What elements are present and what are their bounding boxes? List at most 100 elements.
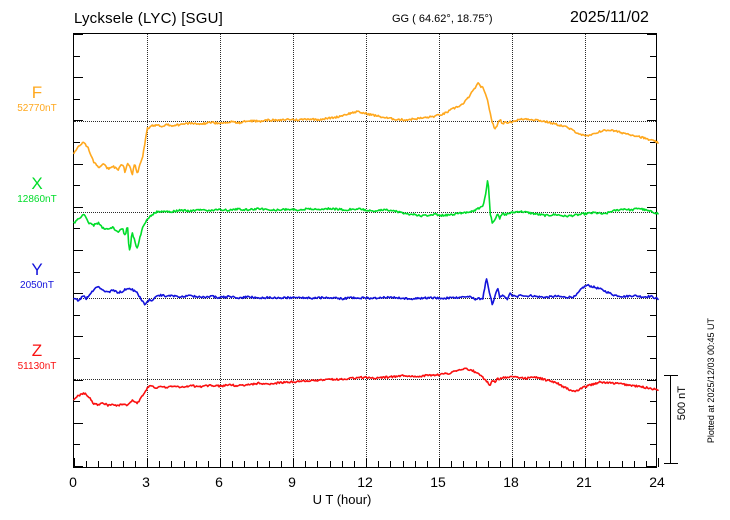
x-tick-label-15: 15 [430, 474, 446, 490]
x-tick-label-3: 3 [142, 474, 150, 490]
trace-label-f: F 52770nT [2, 84, 72, 115]
y-tick [650, 314, 656, 316]
y-tick [74, 228, 80, 230]
y-tick [650, 185, 656, 187]
x-tick-label-12: 12 [357, 474, 373, 490]
y-tick [647, 77, 656, 79]
x-tick [621, 461, 623, 467]
y-tick [74, 142, 80, 143]
x-tick [475, 461, 477, 467]
trace-baseline-value-x: 12860nT [17, 194, 57, 205]
x-tick-label-21: 21 [576, 474, 592, 490]
y-tick [74, 120, 83, 122]
y-tick [647, 206, 656, 208]
y-tick [650, 98, 656, 100]
y-tick [74, 185, 80, 187]
trace-curve-y [73, 278, 659, 306]
gridline-hour-6 [220, 34, 221, 467]
x-tick [390, 461, 392, 467]
x-tick [402, 461, 404, 467]
trace-component-x: X [31, 174, 43, 193]
x-tick [110, 461, 112, 467]
y-tick [647, 34, 656, 35]
x-tick [463, 461, 465, 467]
trace-label-y: Y 2050nT [2, 261, 72, 292]
baseline-z [74, 379, 656, 380]
x-tick [232, 461, 234, 467]
baseline-f [74, 121, 656, 122]
trace-label-x: X 12860nT [2, 175, 72, 206]
y-tick [647, 163, 656, 165]
trace-baseline-value-z: 51130nT [17, 361, 57, 372]
x-tick [451, 461, 453, 467]
x-tick [597, 461, 599, 467]
y-tick [650, 142, 656, 143]
y-tick [74, 466, 83, 467]
trace-component-f: F [31, 83, 43, 102]
y-tick [647, 379, 656, 381]
y-tick [650, 228, 656, 230]
gridline-hour-18 [512, 34, 513, 467]
y-tick [74, 163, 83, 165]
x-tick [487, 461, 489, 467]
x-tick [280, 461, 282, 467]
x-tick-label-6: 6 [215, 474, 223, 490]
x-tick [585, 458, 586, 467]
x-tick [572, 461, 574, 467]
trace-component-y: Y [31, 260, 43, 279]
y-tick [74, 444, 80, 446]
x-tick [159, 461, 161, 467]
x-tick [74, 458, 75, 467]
gridline-hour-15 [439, 34, 440, 467]
x-tick [86, 461, 88, 467]
geographic-coordinates: GG ( 64.62°, 18.75°) [392, 13, 493, 25]
x-tick [317, 461, 319, 467]
trace-component-z: Z [31, 341, 43, 360]
x-tick [548, 461, 550, 467]
x-tick [439, 458, 440, 467]
x-tick [560, 461, 562, 467]
x-tick [524, 461, 526, 467]
station-title: Lycksele (LYC) [SGU] [74, 10, 224, 27]
y-tick [74, 422, 83, 424]
y-tick [647, 250, 656, 251]
x-tick [645, 461, 647, 467]
gridline-hour-9 [293, 34, 294, 467]
x-tick [329, 461, 331, 467]
x-axis-title: U T (hour) [0, 492, 730, 507]
x-tick [609, 461, 611, 467]
x-tick [220, 458, 221, 467]
x-tick [658, 458, 659, 467]
x-tick-label-18: 18 [503, 474, 519, 490]
scale-bar-bottom-cap [664, 463, 678, 464]
plot-timestamp: Plotted at 2025/12/03 00:45 UT [706, 318, 716, 444]
scale-bar [664, 375, 678, 464]
y-tick [74, 271, 80, 273]
trace-baseline-value-f: 52770nT [17, 103, 57, 114]
plot-frame [73, 33, 659, 468]
y-tick [74, 336, 83, 338]
y-tick [647, 293, 656, 295]
x-tick-label-24: 24 [649, 474, 665, 490]
gridline-hour-12 [366, 34, 367, 467]
y-tick [74, 250, 83, 251]
trace-curves [73, 82, 659, 407]
y-tick [647, 336, 656, 338]
y-tick [74, 34, 83, 35]
x-tick [426, 461, 428, 467]
scale-bar-top-cap [664, 375, 678, 376]
y-tick [74, 55, 80, 57]
x-axis-title-text: U T (hour) [312, 492, 372, 507]
x-tick [207, 461, 209, 467]
observation-date: 2025/11/02 [570, 9, 649, 26]
y-tick [74, 358, 80, 359]
x-tick [536, 461, 538, 467]
x-tick [134, 461, 136, 467]
baseline-x [74, 212, 656, 213]
scale-bar-label: 500 nT [676, 386, 688, 421]
y-tick [647, 466, 656, 467]
x-tick [305, 461, 307, 467]
x-tick [341, 461, 343, 467]
gridline-hour-3 [147, 34, 148, 467]
